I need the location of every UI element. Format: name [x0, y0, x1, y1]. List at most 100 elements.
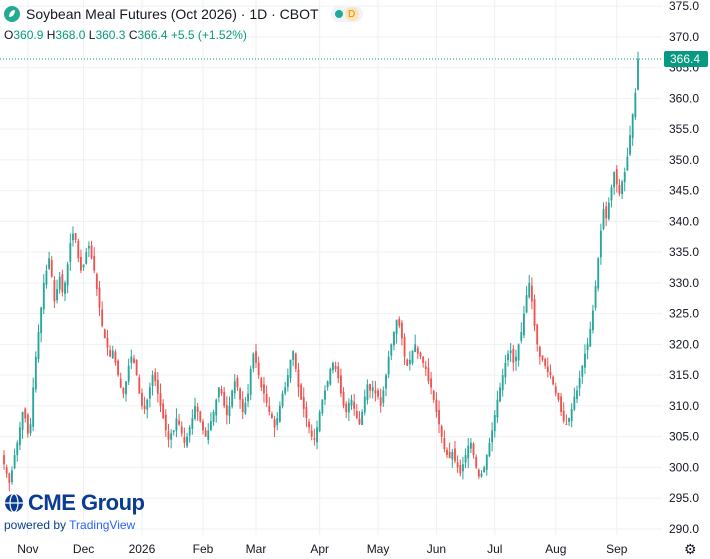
candle-body: [273, 419, 276, 428]
candle: [475, 454, 478, 469]
candle: [270, 411, 273, 419]
candle-body: [507, 353, 509, 361]
candle-body: [599, 230, 602, 258]
candle-body: [101, 309, 104, 326]
settings-gear-icon[interactable]: ⚙: [684, 541, 697, 557]
candle: [29, 417, 32, 436]
candle-body: [467, 445, 470, 459]
candle: [11, 466, 13, 485]
price-axis[interactable]: 375.0370.0365.0360.0355.0350.0345.0340.0…: [664, 0, 708, 536]
candle-body: [154, 372, 157, 382]
candle-body: [26, 414, 29, 434]
candle-body: [517, 344, 520, 361]
candle: [477, 468, 480, 480]
candle: [395, 319, 398, 344]
candle: [119, 372, 122, 389]
candle-body: [207, 430, 210, 440]
candle-body: [430, 378, 433, 388]
ohlc-readout: O360.9 H368.0 L360.3 C366.4 +5.5 (+1.52%…: [4, 28, 247, 42]
candle: [212, 409, 215, 426]
candles: [3, 51, 639, 492]
candle-body: [16, 442, 19, 456]
candle-body: [8, 473, 11, 483]
candle-body: [48, 258, 51, 269]
candle: [570, 403, 573, 428]
time-axis[interactable]: Nov Dec 2026 Feb Mar Apr May Jun Jul Aug Sep: [17, 542, 628, 556]
candle: [533, 294, 536, 332]
candle-body: [133, 358, 135, 363]
chart-title[interactable]: Soybean Meal Futures (Oct 2026) · 1D · C…: [26, 6, 319, 22]
candle: [626, 147, 629, 171]
candle: [411, 350, 414, 366]
candle: [438, 400, 440, 434]
candle-body: [98, 287, 101, 308]
candle-body: [305, 407, 308, 419]
candle-body: [324, 390, 326, 400]
branding[interactable]: CME Group powered by TradingView: [4, 490, 145, 532]
candle-body: [194, 405, 196, 419]
candle-body: [562, 410, 565, 422]
candle-body: [180, 426, 183, 434]
candle-body: [605, 206, 608, 219]
candle: [56, 279, 58, 304]
candle: [469, 438, 472, 454]
candle-body: [106, 337, 109, 348]
candle: [541, 355, 544, 362]
candle: [483, 465, 486, 473]
candle: [623, 167, 626, 192]
candle: [573, 387, 576, 412]
candle: [366, 379, 369, 405]
candle-body: [212, 412, 215, 422]
candle-body: [570, 408, 573, 422]
candle: [300, 383, 303, 400]
candle: [379, 388, 382, 413]
candle: [602, 202, 605, 231]
candle: [369, 383, 372, 399]
candle-body: [621, 181, 624, 195]
candle-body: [90, 245, 93, 259]
price-tick-label: 350.0: [669, 153, 699, 167]
candle: [581, 364, 584, 384]
candle: [37, 324, 40, 363]
candle: [578, 370, 581, 397]
candle-body: [183, 437, 186, 443]
candle-body: [196, 407, 199, 413]
candle: [249, 365, 252, 401]
candle-body: [265, 393, 268, 403]
candle: [355, 403, 358, 420]
candle: [509, 343, 512, 362]
time-tick-label: Sep: [606, 542, 628, 556]
candle-body: [276, 418, 279, 426]
candle: [162, 399, 165, 419]
candle-body: [538, 346, 541, 357]
candle: [53, 276, 56, 309]
candle-body: [289, 359, 292, 379]
time-tick-label: Mar: [246, 542, 267, 556]
time-tick-label: May: [367, 542, 390, 556]
candle-body: [446, 449, 448, 456]
candle-body: [21, 412, 24, 430]
candle: [64, 280, 66, 302]
candle: [247, 384, 249, 408]
candle-body: [302, 397, 305, 409]
candle-body: [549, 371, 552, 376]
candle-body: [252, 353, 255, 369]
candle: [48, 251, 51, 271]
candle: [499, 382, 501, 403]
market-status[interactable]: D: [330, 6, 363, 22]
candle-body: [377, 390, 379, 397]
candle-body: [199, 411, 202, 422]
candle: [496, 390, 499, 423]
candle-body: [544, 358, 547, 366]
candle: [419, 351, 422, 360]
candle-body: [294, 353, 297, 369]
candle: [172, 429, 175, 436]
candle-body: [406, 359, 409, 366]
candle-body: [546, 366, 549, 373]
candle-body: [231, 390, 234, 407]
candle: [528, 275, 531, 299]
candle-body: [11, 470, 13, 483]
candle: [310, 424, 313, 441]
candle-body: [411, 350, 414, 364]
